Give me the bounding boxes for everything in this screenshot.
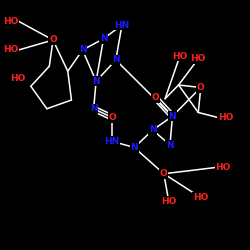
Text: N: N [130,143,138,152]
Text: O: O [197,83,204,92]
Text: HO: HO [3,17,18,26]
Text: HO: HO [172,52,188,61]
Text: O: O [49,36,57,44]
Text: N: N [149,126,156,134]
Text: HO: HO [10,74,26,83]
Text: N: N [168,112,176,121]
Text: HN: HN [114,20,130,30]
Text: N: N [79,46,86,54]
Text: HO: HO [218,113,233,122]
Text: N: N [92,77,100,86]
Text: O: O [160,169,168,178]
Text: HO: HO [161,197,176,206]
Text: HO: HO [3,46,18,54]
Text: O: O [108,113,116,122]
Text: HO: HO [193,193,208,202]
Text: N: N [166,140,174,149]
Text: N: N [112,56,120,64]
Text: HO: HO [190,54,206,63]
Text: N: N [90,104,98,113]
Text: HN: HN [104,137,120,146]
Text: HO: HO [216,163,231,172]
Text: N: N [100,34,107,43]
Text: O: O [151,93,159,102]
